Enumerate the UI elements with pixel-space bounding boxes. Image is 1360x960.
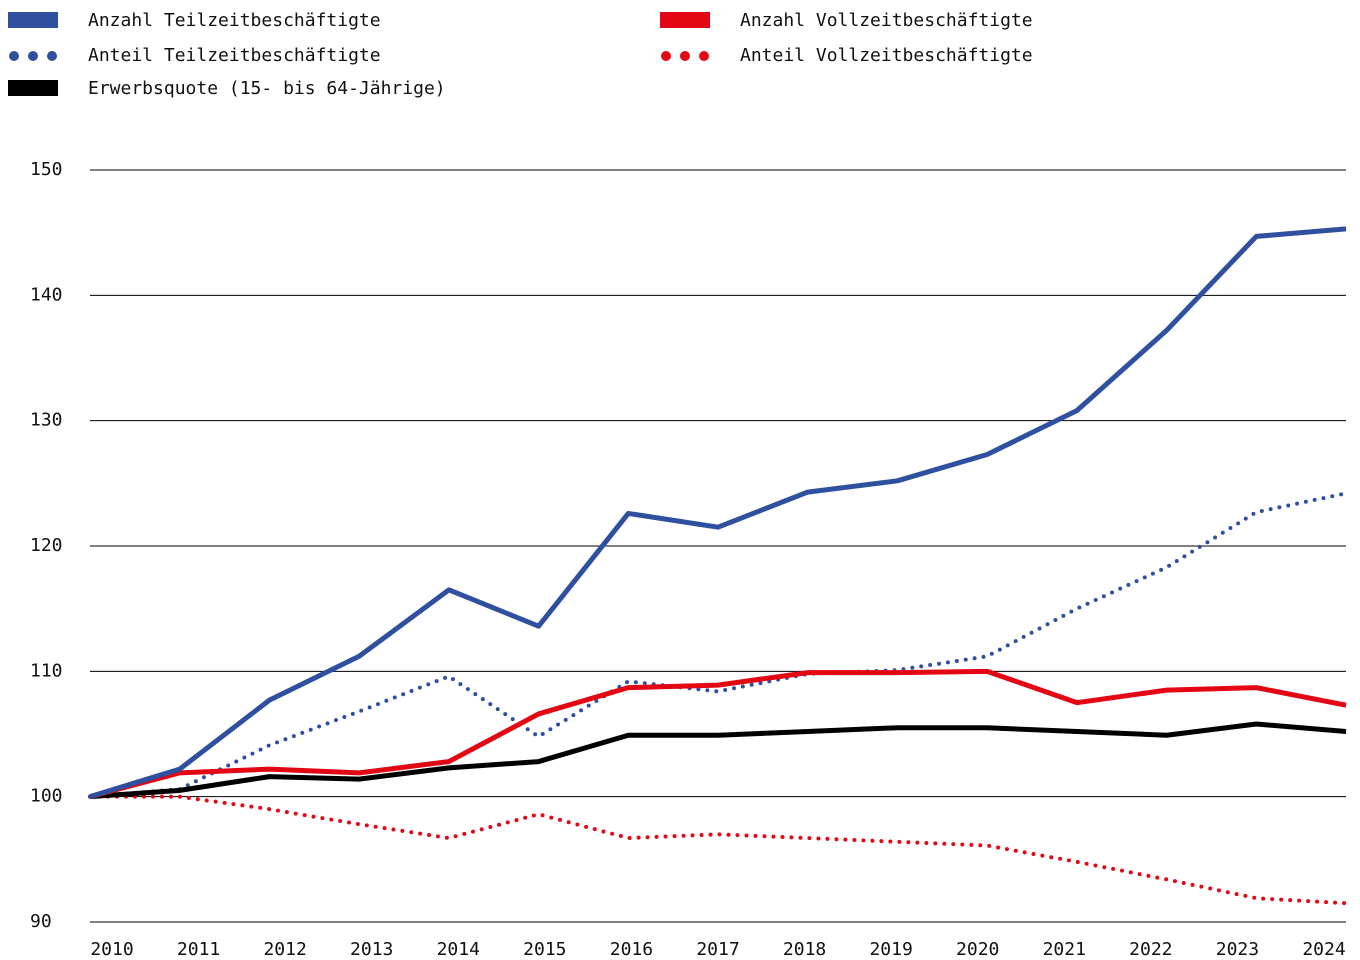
y-tick-label: 150 <box>30 159 63 180</box>
y-tick-label: 110 <box>30 660 63 681</box>
legend-item: Anzahl Teilzeitbeschäftigte <box>8 10 381 31</box>
legend-label: Anteil Teilzeitbeschäftigte <box>88 45 381 66</box>
legend-item: Anzahl Vollzeitbeschäftigte <box>660 10 1033 31</box>
legend-label: Erwerbsquote (15- bis 64-Jährige) <box>88 78 446 99</box>
legend-label: Anteil Vollzeitbeschäftigte <box>740 45 1033 66</box>
legend-symbol <box>8 12 58 28</box>
y-tick-label: 90 <box>30 911 52 932</box>
x-tick-label: 2014 <box>437 939 480 960</box>
y-tick-label: 100 <box>30 786 63 807</box>
series-line <box>88 491 1348 799</box>
x-tick-label: 2011 <box>177 939 220 960</box>
series-line <box>89 721 1347 800</box>
legend-item: Anteil Teilzeitbeschäftigte <box>9 45 381 66</box>
legend-item: Anteil Vollzeitbeschäftigte <box>661 45 1033 66</box>
x-tick-label: 2012 <box>263 939 306 960</box>
x-tick-label: 2018 <box>783 939 826 960</box>
legend-symbol <box>660 12 710 28</box>
legend-symbol <box>47 51 57 61</box>
series-line <box>88 794 1348 906</box>
x-tick-label: 2021 <box>1043 939 1086 960</box>
legend-item: Erwerbsquote (15- bis 64-Jährige) <box>8 78 446 99</box>
legend-symbol <box>680 51 690 61</box>
y-tick-label: 130 <box>30 410 63 431</box>
x-tick-label: 2023 <box>1216 939 1259 960</box>
legend-label: Anzahl Vollzeitbeschäftigte <box>740 10 1033 31</box>
x-tick-label: 2020 <box>956 939 999 960</box>
y-tick-label: 140 <box>30 284 63 305</box>
x-tick-label: 2024 <box>1302 939 1345 960</box>
series-line <box>89 226 1347 800</box>
x-tick-label: 2010 <box>90 939 133 960</box>
legend-symbol <box>28 51 38 61</box>
legend-symbol <box>661 51 671 61</box>
series-line <box>89 668 1347 800</box>
x-tick-label: 2013 <box>350 939 393 960</box>
legend-symbol <box>699 51 709 61</box>
legend-symbol <box>9 51 19 61</box>
x-tick-label: 2017 <box>696 939 739 960</box>
y-tick-label: 120 <box>30 535 63 556</box>
legend-label: Anzahl Teilzeitbeschäftigte <box>88 10 381 31</box>
legend-symbol <box>8 80 58 96</box>
x-tick-label: 2022 <box>1129 939 1172 960</box>
x-tick-label: 2015 <box>523 939 566 960</box>
x-tick-label: 2019 <box>869 939 912 960</box>
x-tick-label: 2016 <box>610 939 653 960</box>
